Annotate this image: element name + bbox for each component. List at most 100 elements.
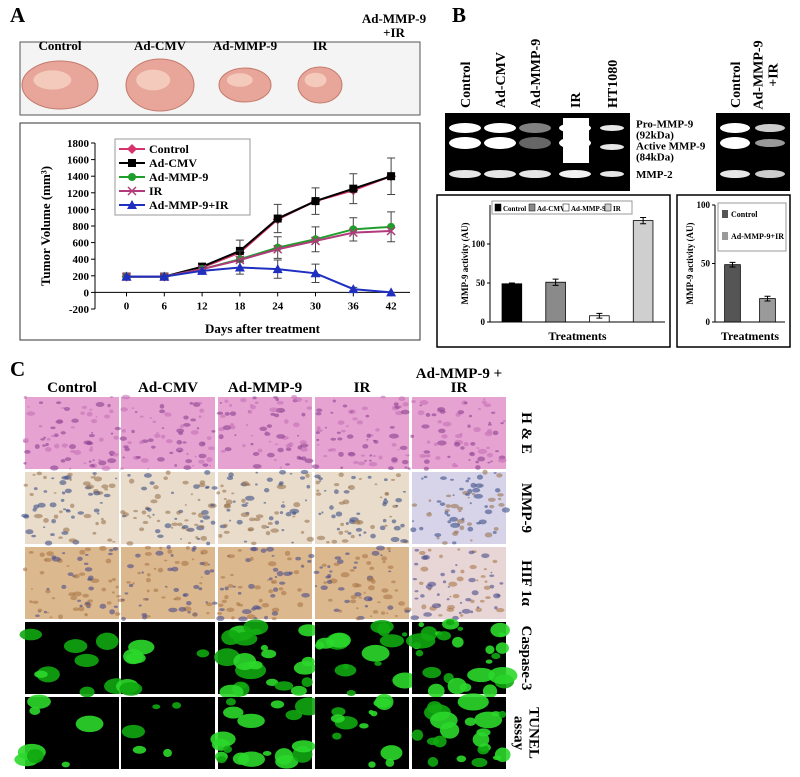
cell [220, 484, 224, 488]
cell [281, 528, 285, 532]
cell [390, 478, 396, 481]
cell [350, 595, 357, 600]
cell [445, 494, 452, 498]
cell [22, 567, 28, 572]
photo-label: Ad-MMP-9 +IR [362, 11, 427, 40]
cell [407, 467, 411, 470]
cell [282, 501, 285, 503]
cell [31, 587, 33, 590]
cell [250, 541, 257, 546]
cell [120, 407, 128, 412]
cell [200, 549, 208, 555]
cell [298, 624, 319, 637]
cell [270, 700, 285, 709]
cell [395, 504, 399, 507]
cell [248, 583, 255, 589]
cell [87, 575, 94, 581]
cell [223, 745, 233, 753]
cell [394, 589, 399, 592]
cell [460, 569, 465, 574]
cell [292, 515, 296, 518]
cell [291, 394, 298, 400]
cell [266, 424, 273, 428]
cell [229, 403, 233, 407]
cell [230, 573, 234, 577]
cell [427, 683, 445, 698]
cell [451, 462, 457, 468]
cell [39, 570, 45, 575]
cell [68, 538, 77, 543]
cell [134, 411, 138, 414]
cell [332, 732, 342, 740]
cell [172, 702, 182, 709]
cell [33, 513, 43, 519]
cell [328, 598, 333, 602]
cell [370, 524, 375, 530]
cell [446, 514, 451, 517]
cell [258, 598, 263, 603]
cell [224, 586, 229, 591]
legend-label: Ad-MMP-9 [571, 205, 606, 213]
y-tick-label: 1600 [67, 155, 90, 167]
cell [330, 714, 345, 723]
cell [386, 612, 389, 615]
cell [400, 523, 405, 528]
cell [36, 666, 60, 683]
cell [227, 554, 235, 559]
cell [415, 649, 424, 657]
cell [459, 613, 464, 617]
cell [83, 513, 92, 519]
cell [159, 409, 166, 414]
cell [240, 512, 250, 518]
cell [39, 552, 45, 557]
cell [233, 631, 258, 646]
cell [259, 426, 268, 431]
cell [316, 443, 320, 446]
cell [490, 460, 493, 463]
cell [43, 490, 48, 493]
cell [411, 503, 418, 507]
cell [437, 420, 443, 424]
cell [177, 522, 183, 527]
cell [351, 475, 356, 480]
legend-swatch [604, 203, 612, 212]
cell [198, 587, 203, 591]
x-axis-label: Days after treatment [205, 321, 321, 336]
cell [108, 483, 116, 489]
cell [200, 576, 203, 579]
cell [26, 411, 36, 416]
cell [498, 710, 507, 718]
cell [438, 428, 446, 434]
cell [405, 454, 410, 457]
cell [204, 569, 211, 575]
cell [340, 572, 350, 578]
cell [193, 584, 200, 590]
y-axis-label: MMP-9 activity (AU) [685, 223, 695, 305]
cell [27, 694, 51, 709]
cell [296, 455, 301, 460]
cell [435, 456, 441, 460]
cell [452, 531, 459, 536]
gel-band [755, 170, 785, 178]
cell [178, 450, 182, 453]
cell [126, 581, 131, 584]
cell [420, 594, 425, 598]
cell [59, 480, 67, 486]
cell [382, 560, 386, 564]
marker [349, 184, 358, 193]
cell [335, 511, 343, 517]
cell [299, 440, 307, 445]
cell [191, 512, 197, 515]
cell [467, 496, 470, 499]
cell [338, 472, 344, 478]
cell [375, 693, 394, 710]
cell [464, 492, 471, 496]
cell [99, 545, 107, 551]
cell [112, 546, 119, 551]
cell [492, 755, 502, 761]
cell [363, 531, 367, 534]
cell [388, 570, 392, 573]
cell [379, 525, 386, 531]
cell [401, 632, 408, 637]
cell [267, 579, 270, 581]
